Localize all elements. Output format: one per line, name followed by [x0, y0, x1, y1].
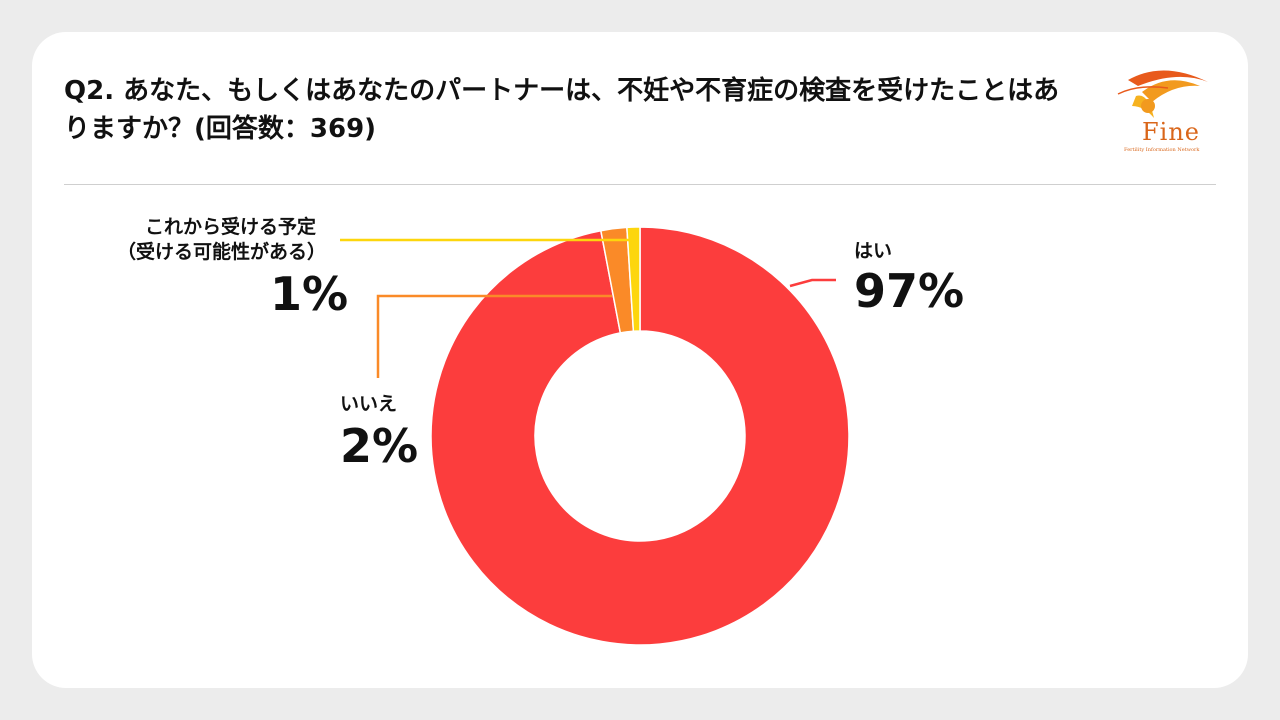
slice-0: [430, 226, 850, 646]
divider: [64, 184, 1216, 185]
slice-label-2-line1: これから受ける予定: [145, 215, 316, 238]
leader-line-1: [376, 294, 612, 378]
leader-line-0: [789, 278, 836, 288]
slice-value-1: 2%: [340, 419, 418, 473]
slice-label-1: いいえ: [340, 393, 397, 415]
slice-label-2-line2: （受ける可能性がある）: [117, 240, 326, 263]
chart-title: Q2. あなた、もしくはあなたのパートナーは、不妊や不育症の検査を受けたことはあ…: [64, 76, 1060, 144]
slice-2: [626, 226, 641, 333]
logo-text: Fine: [1142, 118, 1200, 146]
slice-label-0: はい: [854, 240, 892, 262]
logo-subtext: Fertility Information Network: [1124, 147, 1200, 153]
slice-value-2: 1%: [270, 267, 348, 321]
slice-value-0: 97%: [854, 264, 964, 318]
fine-logo-icon: [1117, 70, 1208, 118]
